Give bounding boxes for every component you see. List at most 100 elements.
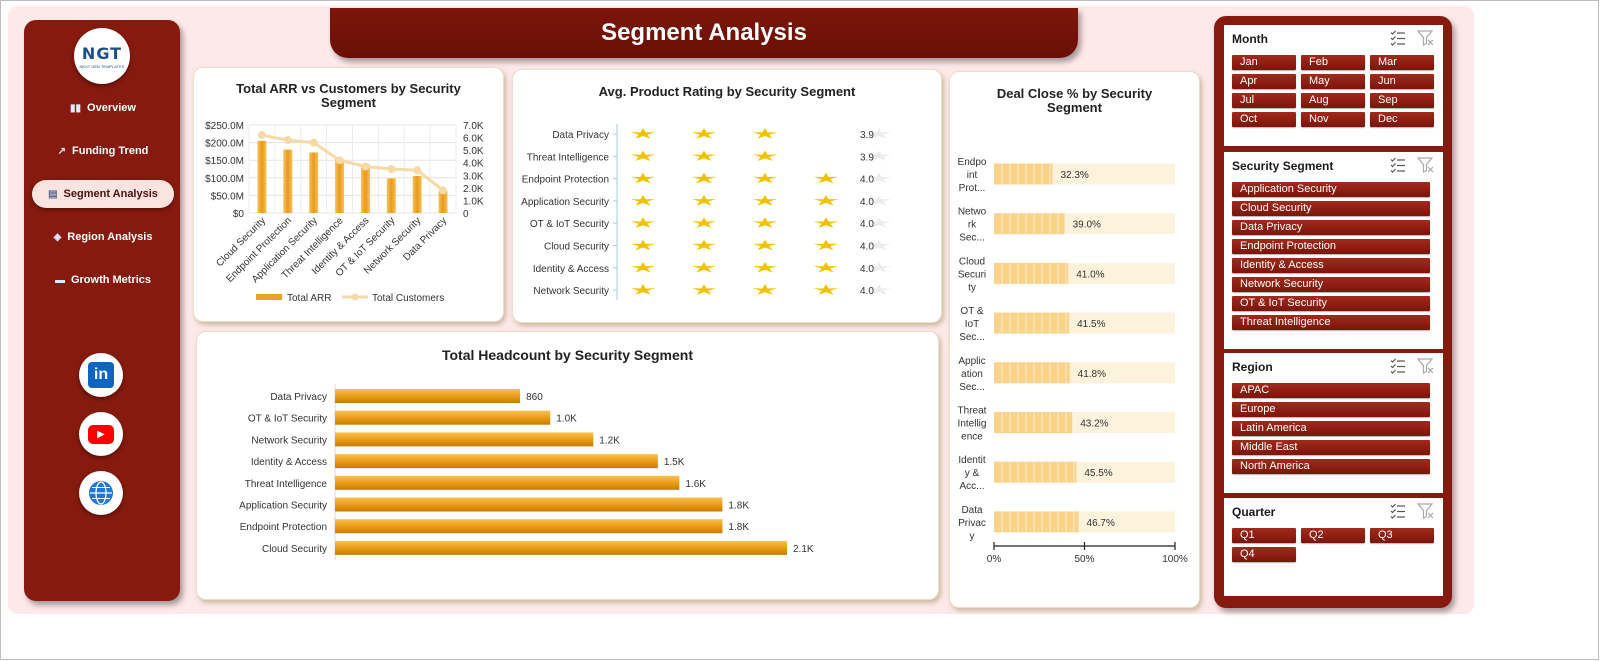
deal-x-tick-label: 0%: [987, 554, 1002, 565]
slicer-item[interactable]: Oct: [1232, 112, 1296, 127]
rating-star-filled: [752, 217, 778, 228]
deal-bar: [994, 362, 1070, 384]
headcount-category-label: Cloud Security: [262, 544, 327, 555]
slicer-item[interactable]: Mar: [1370, 55, 1434, 70]
customers-point: [413, 166, 422, 175]
slicer-item[interactable]: Q1: [1232, 528, 1296, 543]
headcount-value-label: 1.0K: [556, 414, 577, 425]
multi-select-icon[interactable]: [1389, 29, 1407, 47]
y-tick-label: $250.0M: [205, 121, 244, 132]
clear-filter-icon[interactable]: [1417, 29, 1435, 47]
slicer-item[interactable]: Middle East: [1232, 440, 1430, 455]
y-tick-label: $150.0M: [205, 156, 244, 167]
headcount-value-label: 1.2K: [599, 435, 620, 446]
headcount-category-label: Endpoint Protection: [240, 522, 327, 533]
y2-tick-label: 5.0K: [463, 146, 484, 157]
slicer-icons: [1389, 502, 1435, 520]
logo: NGT NEXT GEN TEMPLATES: [74, 28, 130, 84]
clear-filter-icon[interactable]: [1417, 156, 1435, 174]
nav-region-analysis[interactable]: ◈ Region Analysis: [32, 223, 174, 251]
rating-star-filled: [630, 262, 656, 273]
document-icon: ▤: [48, 188, 58, 200]
clear-filter-icon[interactable]: [1417, 502, 1435, 520]
headcount-bar: [335, 389, 521, 403]
slicer-item[interactable]: Q3: [1370, 528, 1434, 543]
headcount-value-label: 1.8K: [728, 501, 749, 512]
nav-growth-metrics[interactable]: ▬ Growth Metrics: [32, 266, 174, 294]
slicer-item[interactable]: Apr: [1232, 74, 1296, 89]
chart-title: Deal Close % by Security Segment: [996, 86, 1153, 115]
rating-star-empty: [866, 195, 892, 206]
slicer-item[interactable]: OT & IoT Security: [1232, 296, 1430, 311]
slicer-item[interactable]: North America: [1232, 459, 1430, 474]
multi-select-icon[interactable]: [1389, 502, 1407, 520]
slicer-item[interactable]: May: [1301, 74, 1365, 89]
youtube-button[interactable]: ▶: [79, 412, 123, 456]
headcount-bar: [335, 454, 658, 469]
deal-category-label: Cloud: [959, 256, 985, 267]
slicer-item[interactable]: Europe: [1232, 402, 1430, 417]
nav-funding-trend[interactable]: ↗ Funding Trend: [32, 137, 174, 165]
slicer-item[interactable]: Sep: [1370, 93, 1434, 108]
arr-bar: [257, 140, 267, 213]
rating-value-label: 4.0: [860, 264, 874, 275]
legend-marker-customers: [351, 293, 359, 301]
slicer-item[interactable]: Aug: [1301, 93, 1365, 108]
deal-value-label: 32.3%: [1060, 170, 1088, 181]
slicer-item[interactable]: APAC: [1232, 383, 1430, 398]
y-tick-label: $0: [233, 209, 245, 220]
deal-bar: [994, 412, 1073, 433]
y2-tick-label: 4.0K: [463, 159, 484, 170]
slicer-item[interactable]: Identity & Access: [1232, 258, 1430, 273]
legend-label-arr: Total ARR: [287, 293, 331, 304]
deal-category-label: ty: [968, 282, 976, 293]
rating-category-label: Cloud Security: [544, 242, 609, 253]
deal-category-label: y &: [965, 468, 980, 479]
slicer-item[interactable]: Network Security: [1232, 277, 1430, 292]
title-bar: Segment Analysis: [330, 8, 1078, 58]
sidebar: NGT NEXT GEN TEMPLATES ▮▮ Overview ↗ Fun…: [24, 20, 180, 601]
multi-select-icon[interactable]: [1389, 156, 1407, 174]
deal-category-label: Identit: [958, 455, 985, 466]
rating-value-label: 4.0: [860, 197, 874, 208]
nav-label: Segment Analysis: [63, 188, 158, 200]
slicer-item[interactable]: Jun: [1370, 74, 1434, 89]
headcount-category-label: OT & IoT Security: [248, 414, 327, 425]
headcount-value-label: 860: [526, 392, 543, 403]
customers-point: [387, 165, 396, 173]
slicer-item[interactable]: Threat Intelligence: [1232, 315, 1430, 330]
slicer-item[interactable]: Jan: [1232, 55, 1296, 70]
slicer-item[interactable]: Data Privacy: [1232, 220, 1430, 235]
rating-value-label: 3.9: [860, 130, 874, 141]
deal-category-label: Intellig: [958, 419, 987, 430]
slicer-item[interactable]: Application Security: [1232, 182, 1430, 197]
website-button[interactable]: [79, 471, 123, 515]
slicer-item[interactable]: Feb: [1301, 55, 1365, 70]
slicer-item[interactable]: Q4: [1232, 547, 1296, 562]
rating-value-label: 4.0: [860, 219, 874, 230]
slicer-item[interactable]: Jul: [1232, 93, 1296, 108]
slicer-item[interactable]: Q2: [1301, 528, 1365, 543]
multi-select-icon[interactable]: [1389, 357, 1407, 375]
linkedin-button[interactable]: in: [79, 353, 123, 397]
nav-overview[interactable]: ▮▮ Overview: [32, 94, 174, 122]
trend-chart-icon: ↗: [57, 145, 66, 157]
slicer-item[interactable]: Endpoint Protection: [1232, 239, 1430, 254]
deal-value-label: 43.2%: [1080, 419, 1108, 430]
rating-star-filled: [813, 217, 839, 228]
headcount-bar: [335, 475, 680, 490]
quarter-slicer: Quarter Q1 Q2 Q3 Q4: [1224, 498, 1443, 596]
slicer-item[interactable]: Nov: [1301, 112, 1365, 127]
rating-category-label: Application Security: [521, 197, 609, 208]
deal-value-label: 41.8%: [1078, 369, 1106, 380]
nav-segment-analysis[interactable]: ▤ Segment Analysis: [32, 180, 174, 208]
slicer-item[interactable]: Dec: [1370, 112, 1434, 127]
rating-star-filled: [630, 128, 656, 139]
slicer-icons: [1389, 156, 1435, 174]
rating-star-filled: [752, 284, 778, 295]
slicer-item[interactable]: Cloud Security: [1232, 201, 1430, 216]
headcount-chart: Data Privacy 860 OT & IoT Security 1.0K Netw…: [239, 384, 814, 560]
clear-filter-icon[interactable]: [1417, 357, 1435, 375]
deal-category-label: Sec...: [959, 233, 985, 244]
slicer-item[interactable]: Latin America: [1232, 421, 1430, 436]
